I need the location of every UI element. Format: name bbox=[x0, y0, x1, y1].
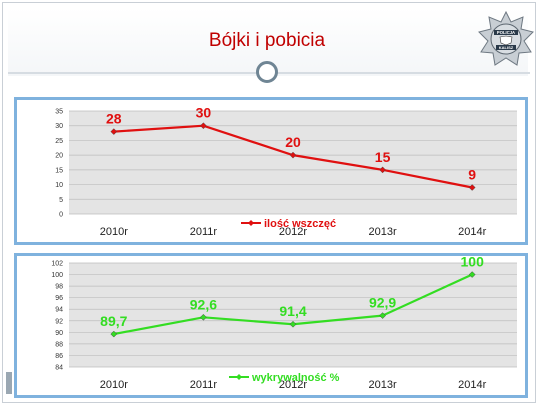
data-point-marker bbox=[289, 151, 297, 159]
y-tick-label: 102 bbox=[51, 261, 63, 268]
data-label: 28 bbox=[106, 111, 122, 127]
legend-label: ilość wszczęć bbox=[264, 218, 336, 230]
x-tick-label: 2013r bbox=[369, 226, 397, 238]
y-tick-label: 0 bbox=[59, 212, 63, 219]
legend-marker bbox=[236, 374, 242, 380]
data-label: 89,7 bbox=[100, 313, 127, 329]
y-tick-label: 35 bbox=[55, 109, 63, 116]
slide-title: Bójki i pobicia bbox=[208, 30, 326, 51]
y-tick-label: 10 bbox=[55, 182, 63, 189]
data-point-marker bbox=[200, 313, 207, 321]
data-label: 91,4 bbox=[279, 303, 306, 319]
data-label: 20 bbox=[285, 134, 301, 150]
y-tick-label: 90 bbox=[55, 330, 63, 337]
data-label: 30 bbox=[196, 105, 212, 121]
plot-area bbox=[69, 111, 517, 214]
y-tick-label: 92 bbox=[55, 318, 63, 325]
data-label: 100 bbox=[461, 256, 485, 270]
y-tick-label: 30 bbox=[55, 123, 63, 130]
chart-detection: 84 86 88 90 92 94 96 98 100 102 2010r 2011r 2012r 201… bbox=[51, 254, 517, 391]
x-tick-label: 2012r bbox=[279, 379, 307, 391]
x-tick-label: 2010r bbox=[100, 379, 128, 391]
plot-area bbox=[69, 263, 517, 367]
data-label: 15 bbox=[375, 149, 391, 165]
chart-incidents: 0 5 10 15 20 25 30 35 2010r 2011r 2012r 2013r 2014r 2… bbox=[55, 105, 517, 238]
slide-side-tab bbox=[6, 372, 12, 394]
data-point-marker bbox=[289, 320, 297, 328]
legend-label: wykrywalność % bbox=[251, 372, 340, 384]
badge-text-bottom: KALISZ bbox=[499, 45, 514, 50]
circle-ring-icon bbox=[256, 61, 278, 83]
y-tick-label: 96 bbox=[55, 295, 63, 302]
x-tick-label: 2011r bbox=[190, 226, 218, 238]
data-point-marker bbox=[200, 122, 207, 130]
police-star-badge-icon: POLICJA KALISZ bbox=[478, 10, 534, 66]
y-tick-label: 98 bbox=[55, 284, 63, 291]
data-label: 9 bbox=[468, 167, 476, 183]
data-point-marker bbox=[379, 166, 386, 174]
data-point-marker bbox=[468, 184, 476, 191]
legend-marker bbox=[248, 220, 254, 226]
y-tick-label: 86 bbox=[55, 353, 63, 360]
data-label: 92,6 bbox=[190, 296, 217, 312]
y-tick-label: 84 bbox=[55, 365, 63, 372]
data-point-marker bbox=[110, 128, 118, 135]
y-tick-label: 15 bbox=[55, 167, 63, 174]
y-tick-label: 20 bbox=[55, 153, 63, 160]
x-tick-label: 2013r bbox=[369, 379, 397, 391]
y-tick-label: 25 bbox=[55, 138, 63, 145]
y-tick-label: 88 bbox=[55, 341, 63, 348]
x-tick-label: 2014r bbox=[458, 226, 486, 238]
y-tick-label: 100 bbox=[51, 272, 63, 279]
data-label: 92,9 bbox=[369, 295, 396, 311]
slide-frame bbox=[2, 2, 536, 403]
y-tick-label: 94 bbox=[55, 307, 63, 314]
badge-text-top: POLICJA bbox=[497, 30, 515, 35]
y-tick-label: 5 bbox=[59, 197, 63, 204]
chart-incidents-frame: 0 5 10 15 20 25 30 35 2010r 2011r 2012r 2013r 2014r 2… bbox=[14, 97, 528, 245]
x-tick-label: 2014r bbox=[458, 379, 486, 391]
chart-detection-frame: 84 86 88 90 92 94 96 98 100 102 2010r 2011r 2012r 201… bbox=[14, 253, 528, 398]
x-tick-label: 2011r bbox=[190, 379, 218, 391]
x-tick-label: 2012r bbox=[279, 226, 307, 238]
data-point-marker bbox=[110, 330, 118, 338]
x-tick-label: 2010r bbox=[100, 226, 128, 238]
data-point-marker bbox=[379, 312, 386, 319]
data-point-marker bbox=[468, 271, 476, 278]
